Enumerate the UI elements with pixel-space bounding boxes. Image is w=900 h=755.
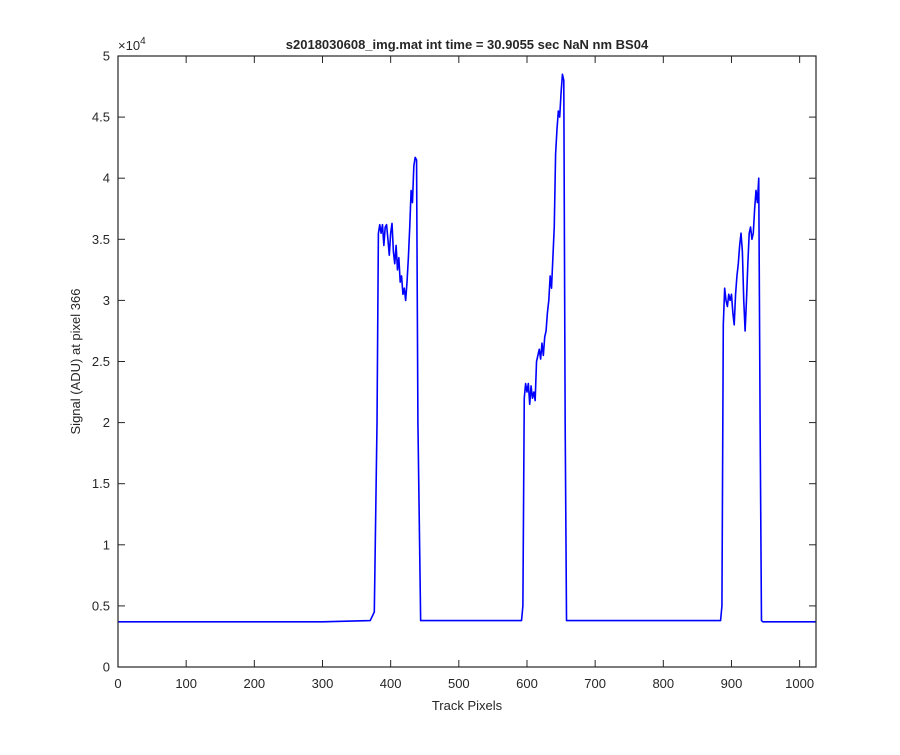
x-tick-label-10: 1000	[785, 676, 814, 691]
x-tick-label-5: 500	[448, 676, 470, 691]
y-tick-label-5: 2.5	[92, 354, 110, 369]
y-tick-label-0: 0	[103, 660, 110, 675]
chart-title: s2018030608_img.mat int time = 30.9055 s…	[286, 37, 649, 52]
x-tick-label-7: 700	[584, 676, 606, 691]
x-tick-label-6: 600	[516, 676, 538, 691]
y-tick-label-3: 1.5	[92, 476, 110, 491]
x-axis-label: Track Pixels	[432, 698, 503, 713]
y-tick-label-4: 2	[103, 415, 110, 430]
y-tick-label-10: 5	[103, 49, 110, 64]
axis-ticks: 0 100 200 300 400 500 600 700 800 900 1000 0 0.5 1 1.5…	[92, 49, 816, 691]
y-tick-label-2: 1	[103, 537, 110, 552]
plot-frame	[117, 55, 817, 668]
x-tick-label-0: 0	[114, 676, 121, 691]
x-tick-label-4: 400	[380, 676, 402, 691]
y-exponent-base: ×10	[118, 38, 140, 53]
y-tick-label-6: 3	[103, 293, 110, 308]
y-axis-label: Signal (ADU) at pixel 366	[68, 289, 83, 435]
x-tick-label-8: 800	[652, 676, 674, 691]
series-line-0	[118, 73, 816, 623]
y-exponent-label: ×104	[118, 36, 146, 53]
y-exponent-power: 4	[140, 36, 146, 47]
series-layer	[118, 73, 816, 623]
y-tick-label-8: 4	[103, 171, 110, 186]
x-tick-label-1: 100	[175, 676, 197, 691]
y-tick-label-7: 3.5	[92, 232, 110, 247]
y-tick-label-1: 0.5	[92, 598, 110, 613]
x-tick-label-9: 900	[721, 676, 743, 691]
x-tick-label-3: 300	[312, 676, 334, 691]
y-tick-label-9: 4.5	[92, 110, 110, 125]
x-tick-label-2: 200	[243, 676, 265, 691]
plot-area	[118, 56, 816, 667]
